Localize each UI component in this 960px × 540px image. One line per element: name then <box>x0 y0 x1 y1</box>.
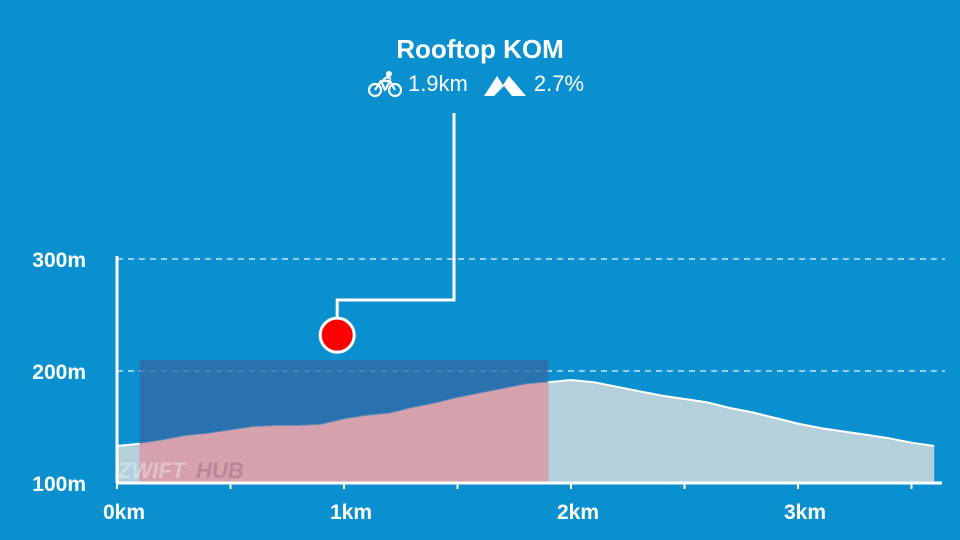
segment-header: Rooftop KOM 1.9km 2.7% <box>0 32 960 103</box>
segment-stats: 1.9km 2.7% <box>367 70 592 98</box>
watermark-text-hub: HUB <box>196 458 244 483</box>
x-tick-label: 2km <box>557 501 599 524</box>
segment-leader-line <box>335 113 456 319</box>
y-tick-label: 300m <box>32 249 86 272</box>
segment-marker <box>318 316 356 354</box>
bicycle-icon <box>367 70 402 98</box>
y-tick-label: 100m <box>32 473 86 496</box>
x-tick-label: 3km <box>784 501 826 524</box>
axes <box>115 256 942 489</box>
segment-profile-area <box>139 382 549 483</box>
x-tick-label: 0km <box>103 501 145 524</box>
grid-lines <box>117 258 945 372</box>
tick-labels: 0km 1km 2km 3km 100m 200m 300m <box>32 249 826 524</box>
watermark-text-zwift: ZWIFT <box>117 458 187 483</box>
segment-distance: 1.9km <box>407 71 468 96</box>
mountain-icon <box>482 70 528 98</box>
segment-title: Rooftop KOM <box>396 34 564 64</box>
zwifthub-watermark: ZWIFT HUB <box>117 458 244 483</box>
x-tick-label: 1km <box>330 501 372 524</box>
segment-grade: 2.7% <box>533 71 585 96</box>
y-tick-label: 200m <box>32 361 86 384</box>
